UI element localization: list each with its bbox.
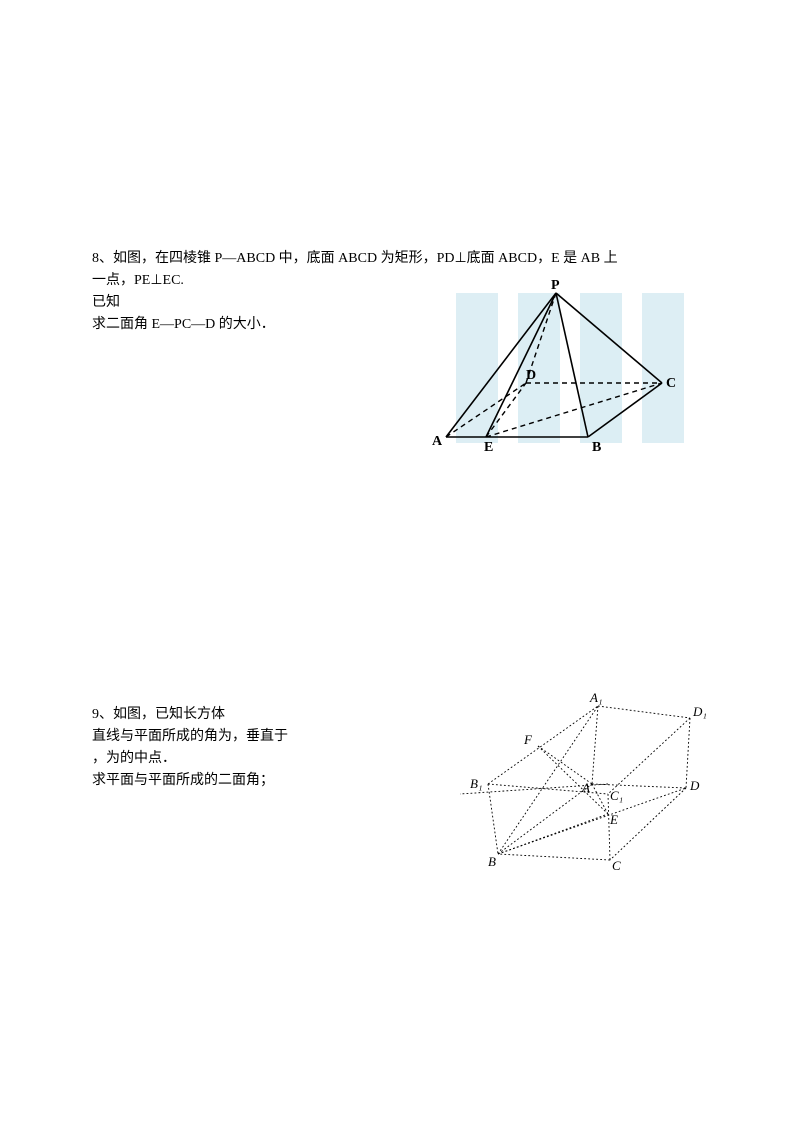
page: 8、如图，在四棱锥 P—ABCD 中，底面 ABCD 为矩形，PD⊥底面 ABC… — [0, 0, 800, 1132]
p9-line1: 9、如图，已知长方体 — [92, 704, 452, 726]
svg-text:C: C — [612, 858, 621, 873]
svg-text:D: D — [689, 778, 700, 793]
pyramid-svg: P A E B C D — [426, 275, 688, 467]
problem-8-figure: P A E B C D — [426, 275, 688, 467]
svg-text:A: A — [432, 434, 443, 449]
svg-text:B: B — [592, 440, 601, 455]
svg-text:D: D — [526, 368, 536, 383]
svg-text:A: A — [581, 780, 590, 795]
svg-text:E: E — [484, 440, 493, 455]
p8-line1: 8、如图，在四棱锥 P—ABCD 中，底面 ABCD 为矩形，PD⊥底面 ABC… — [92, 248, 712, 270]
p9-line3: ，为的中点． — [92, 748, 452, 770]
svg-text:P: P — [551, 278, 560, 293]
svg-text:E: E — [609, 812, 618, 827]
svg-text:D₁: D₁ — [692, 704, 707, 719]
problem-9-text: 9、如图，已知长方体 直线与平面所成的角为，垂直于 ，为的中点． 求平面与平面所… — [92, 704, 452, 792]
p9-line4: 求平面与平面所成的二面角； — [92, 770, 452, 792]
problem-9-figure: A₁ D₁ B₁ C₁ A D B C E F — [460, 688, 712, 880]
svg-text:F: F — [523, 732, 533, 747]
cuboid-svg: A₁ D₁ B₁ C₁ A D B C E F — [460, 688, 712, 880]
svg-text:A₁: A₁ — [589, 690, 602, 705]
svg-text:C₁: C₁ — [610, 788, 623, 803]
svg-text:B₁: B₁ — [470, 776, 482, 791]
svg-text:C: C — [666, 376, 676, 391]
p9-line2: 直线与平面所成的角为，垂直于 — [92, 726, 452, 748]
svg-text:B: B — [488, 854, 496, 869]
